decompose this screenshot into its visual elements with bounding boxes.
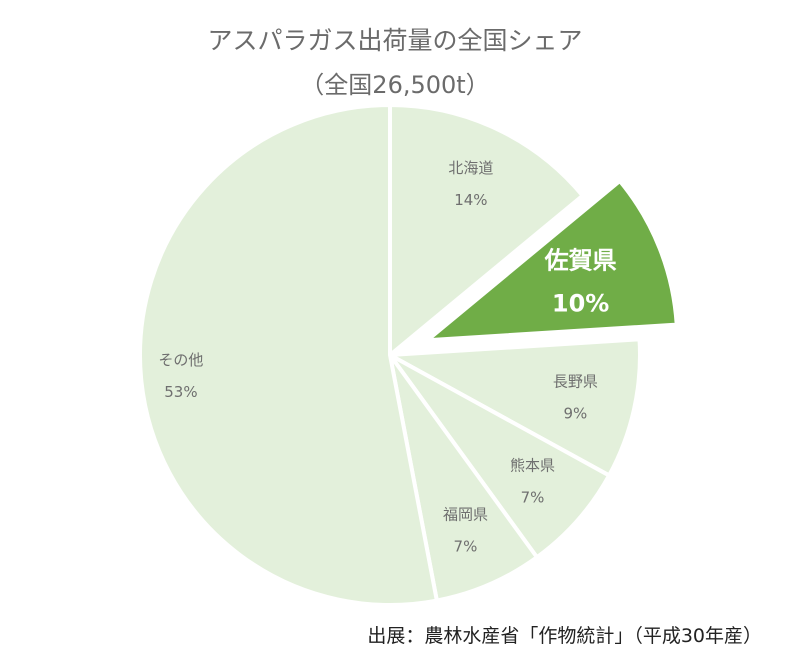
chart-subtitle: （全国26,500t） [300, 71, 489, 99]
slice-value-label: 7% [454, 537, 478, 555]
slice-label: 長野県 [553, 372, 598, 390]
pie-labels: 北海道 14% 佐賀県 10% 長野県 9% 熊本県 7% 福岡県 7% その他 53% [158, 159, 616, 555]
slice-value-label: 9% [564, 404, 588, 422]
pie-slice [388, 353, 612, 560]
slice-label: 佐賀県 [544, 247, 617, 275]
source-note: 出展：農林水産省「作物統計」（平成30年産） [367, 625, 762, 647]
slice-value-label: 53% [164, 383, 197, 401]
slice-label: その他 [158, 351, 203, 369]
pie-slice [425, 178, 679, 343]
slice-label: 熊本県 [510, 457, 555, 475]
pie-slice [388, 103, 585, 357]
chart-title: アスパラガス出荷量の全国シェア [207, 26, 582, 55]
pie-slices [138, 103, 679, 607]
slice-value-label: 7% [521, 489, 545, 507]
slice-value-label: 14% [454, 191, 487, 209]
pie-slice [388, 337, 642, 478]
slice-value-label: 10% [552, 290, 609, 318]
pie-slice [138, 103, 439, 607]
slice-label: 北海道 [448, 159, 493, 177]
slice-label: 福岡県 [443, 505, 488, 523]
